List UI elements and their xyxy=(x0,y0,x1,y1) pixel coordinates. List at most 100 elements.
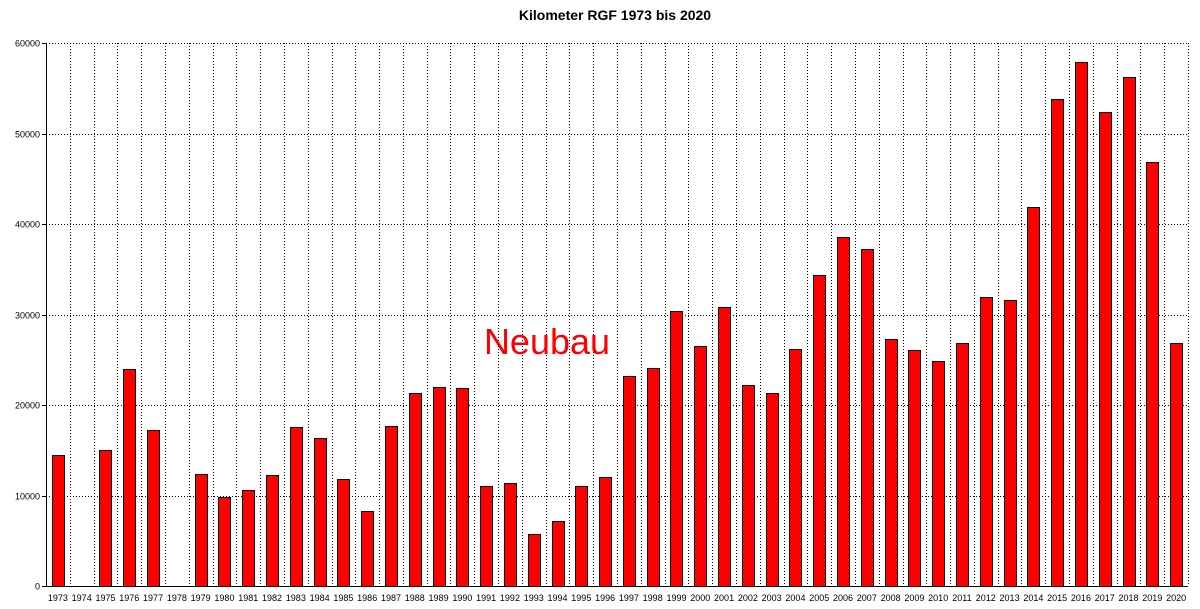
bar-2017 xyxy=(1099,112,1112,587)
x-tick-label: 2019 xyxy=(1142,593,1162,603)
x-tick-label: 1994 xyxy=(548,593,568,603)
bar-2018 xyxy=(1123,77,1136,587)
x-tick-label: 1977 xyxy=(143,593,163,603)
bar-1998 xyxy=(647,368,660,587)
bar-2010 xyxy=(932,361,945,587)
bar-1980 xyxy=(218,497,231,587)
bar-1979 xyxy=(195,474,208,587)
x-tick-label: 1974 xyxy=(72,593,92,603)
x-tick-label: 1975 xyxy=(95,593,115,603)
x-tick-label: 2014 xyxy=(1023,593,1043,603)
x-tick-label: 2004 xyxy=(785,593,805,603)
x-tick-label: 1987 xyxy=(381,593,401,603)
x-tick-label: 2017 xyxy=(1095,593,1115,603)
x-tick-label: 2000 xyxy=(690,593,710,603)
bar-1994 xyxy=(552,521,565,587)
x-tick-label: 1999 xyxy=(666,593,686,603)
x-tick-label: 2011 xyxy=(952,593,971,603)
x-tick-label: 2012 xyxy=(976,593,996,603)
bar-1992 xyxy=(504,483,517,587)
x-tick-label: 2009 xyxy=(904,593,924,603)
y-tick-label: 50000 xyxy=(15,130,40,140)
x-tick-label: 1982 xyxy=(262,593,282,603)
grid xyxy=(46,43,1189,586)
bar-2002 xyxy=(742,385,755,587)
y-tick-label: 30000 xyxy=(15,311,40,321)
x-tick-label: 2013 xyxy=(1000,593,1020,603)
x-tick-label: 1978 xyxy=(167,593,187,603)
y-tick-label: 40000 xyxy=(15,220,40,230)
bar-2004 xyxy=(789,349,802,587)
x-tick-label: 1976 xyxy=(119,593,139,603)
bar-2011 xyxy=(956,343,969,587)
bar-2000 xyxy=(694,346,707,587)
x-tick-label: 1985 xyxy=(333,593,353,603)
bar-2006 xyxy=(837,237,850,587)
y-tick-label: 20000 xyxy=(15,401,40,411)
bar-1975 xyxy=(99,450,112,587)
x-tick-labels: 1973 1974 1975 1976 1977 1978 1979 1980 1981 1982… xyxy=(48,593,1186,603)
x-tick-label: 1995 xyxy=(571,593,591,603)
y-tick-label: 0 xyxy=(35,582,40,592)
bar-1988 xyxy=(409,393,422,587)
x-tick-label: 2015 xyxy=(1047,593,1067,603)
x-tick-label: 2002 xyxy=(738,593,758,603)
x-tick-label: 1986 xyxy=(357,593,377,603)
x-tick-label: 1980 xyxy=(214,593,234,603)
y-tick-label: 60000 xyxy=(15,39,40,49)
bar-1997 xyxy=(623,376,636,587)
x-tick-label: 1979 xyxy=(191,593,211,603)
bar-1995 xyxy=(575,486,588,587)
bar-2016 xyxy=(1075,62,1088,587)
x-tick-label: 2016 xyxy=(1071,593,1091,603)
x-tick-label: 1988 xyxy=(405,593,425,603)
x-tick-label: 2008 xyxy=(881,593,901,603)
bar-2008 xyxy=(885,339,898,587)
x-tick-label: 1997 xyxy=(619,593,639,603)
x-tick-label: 2006 xyxy=(833,593,853,603)
x-tick-label: 1973 xyxy=(48,593,68,603)
bar-2014 xyxy=(1027,207,1040,587)
bar-2007 xyxy=(861,249,874,587)
bar-1985 xyxy=(337,479,350,587)
bar-2003 xyxy=(766,393,779,587)
bar-2020 xyxy=(1170,343,1183,587)
bar-2013 xyxy=(1004,300,1017,587)
x-tick-label: 1998 xyxy=(643,593,663,603)
bar-1976 xyxy=(123,369,136,587)
bar-1999 xyxy=(670,311,683,587)
bar-2012 xyxy=(980,297,993,587)
annotation-neubau: Neubau xyxy=(484,321,610,362)
bar-1991 xyxy=(480,486,493,587)
y-tick-labels: 0 10000 20000 30000 40000 50000 60000 xyxy=(15,39,40,592)
chart-title: Kilometer RGF 1973 bis 2020 xyxy=(519,7,711,23)
bars xyxy=(52,62,1183,587)
x-tick-label: 1996 xyxy=(595,593,615,603)
bar-1983 xyxy=(290,427,303,587)
x-tick-label: 1981 xyxy=(238,593,258,603)
x-tick-label: 1989 xyxy=(429,593,449,603)
x-tick-label: 1983 xyxy=(286,593,306,603)
bar-1989 xyxy=(433,387,446,587)
bar-2015 xyxy=(1051,99,1064,587)
bar-1987 xyxy=(385,426,398,587)
bar-2001 xyxy=(718,307,731,587)
x-tick-label: 1984 xyxy=(310,593,330,603)
x-tick-label: 2001 xyxy=(714,593,734,603)
bar-1981 xyxy=(242,490,255,587)
x-tick-label: 2010 xyxy=(928,593,948,603)
bar-1986 xyxy=(361,511,374,587)
x-tick-label: 2005 xyxy=(809,593,829,603)
y-tick-label: 10000 xyxy=(15,492,40,502)
bar-2019 xyxy=(1146,162,1159,587)
bar-1973 xyxy=(52,455,65,587)
x-tick-label: 1990 xyxy=(452,593,472,603)
x-tick-label: 2003 xyxy=(762,593,782,603)
x-tick-label: 1993 xyxy=(524,593,544,603)
bar-1984 xyxy=(314,438,327,587)
bar-2005 xyxy=(813,275,826,587)
bar-1977 xyxy=(147,430,160,587)
x-tick-label: 2018 xyxy=(1119,593,1139,603)
x-tick-label: 1991 xyxy=(476,593,496,603)
